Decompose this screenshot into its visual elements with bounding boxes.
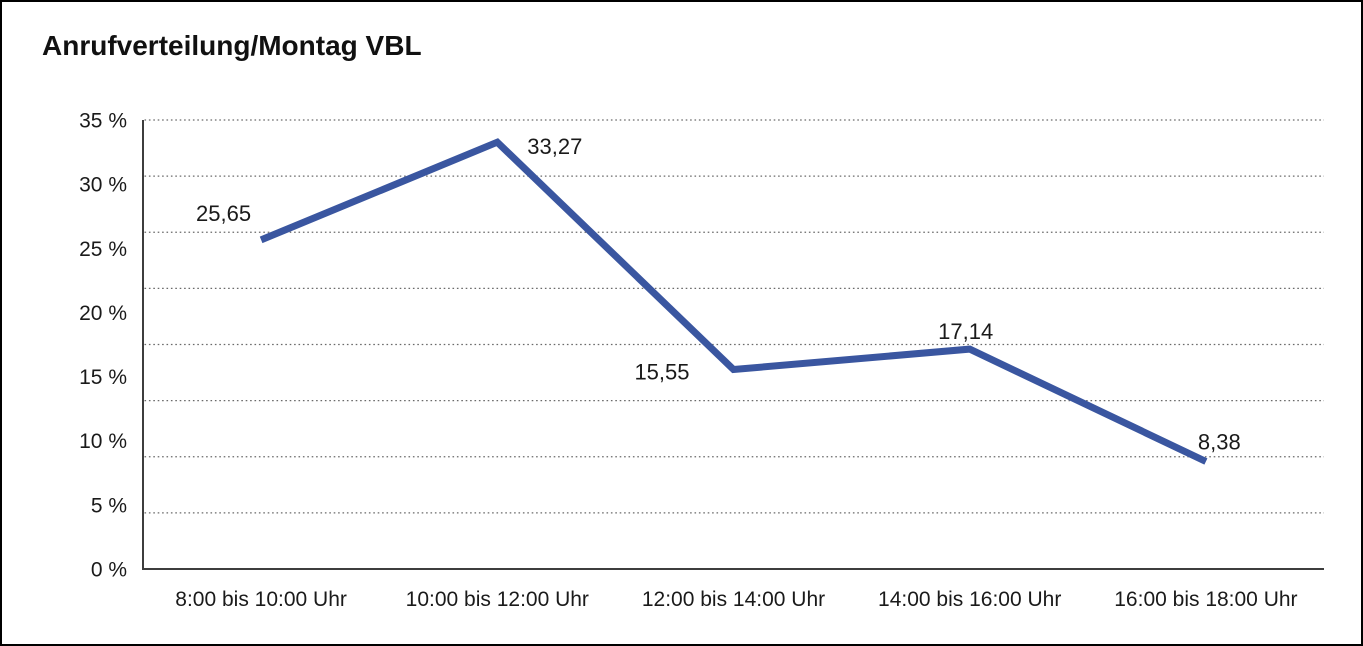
- x-axis-category-label: 12:00 bis 14:00 Uhr: [642, 588, 825, 611]
- data-point-value-label: 15,55: [634, 360, 689, 385]
- y-axis-tick-label: 0 %: [91, 559, 127, 582]
- data-point-value-label: 8,38: [1198, 429, 1241, 454]
- data-point-value-label: 33,27: [527, 134, 582, 159]
- data-point-value-label: 25,65: [196, 201, 251, 226]
- data-line: [259, 138, 1208, 465]
- y-axis-tick-label: 20 %: [79, 302, 127, 325]
- x-axis-category-label: 14:00 bis 16:00 Uhr: [878, 588, 1061, 611]
- y-axis-tick-label: 5 %: [91, 494, 127, 517]
- y-axis-tick-label: 25 %: [79, 238, 127, 261]
- x-axis-category-label: 16:00 bis 18:00 Uhr: [1114, 588, 1297, 611]
- data-point-value-label: 17,14: [938, 319, 993, 344]
- chart-title: Anrufverteilung/Montag VBL: [42, 30, 422, 61]
- x-axis-category-label: 10:00 bis 12:00 Uhr: [406, 588, 589, 611]
- y-axis-tick-label: 35 %: [79, 110, 127, 133]
- y-axis-tick-label: 30 %: [79, 174, 127, 197]
- y-axis-tick-label: 10 %: [79, 430, 127, 453]
- y-axis-tick-label: 15 %: [79, 366, 127, 389]
- x-axis-category-label: 8:00 bis 10:00 Uhr: [175, 588, 347, 611]
